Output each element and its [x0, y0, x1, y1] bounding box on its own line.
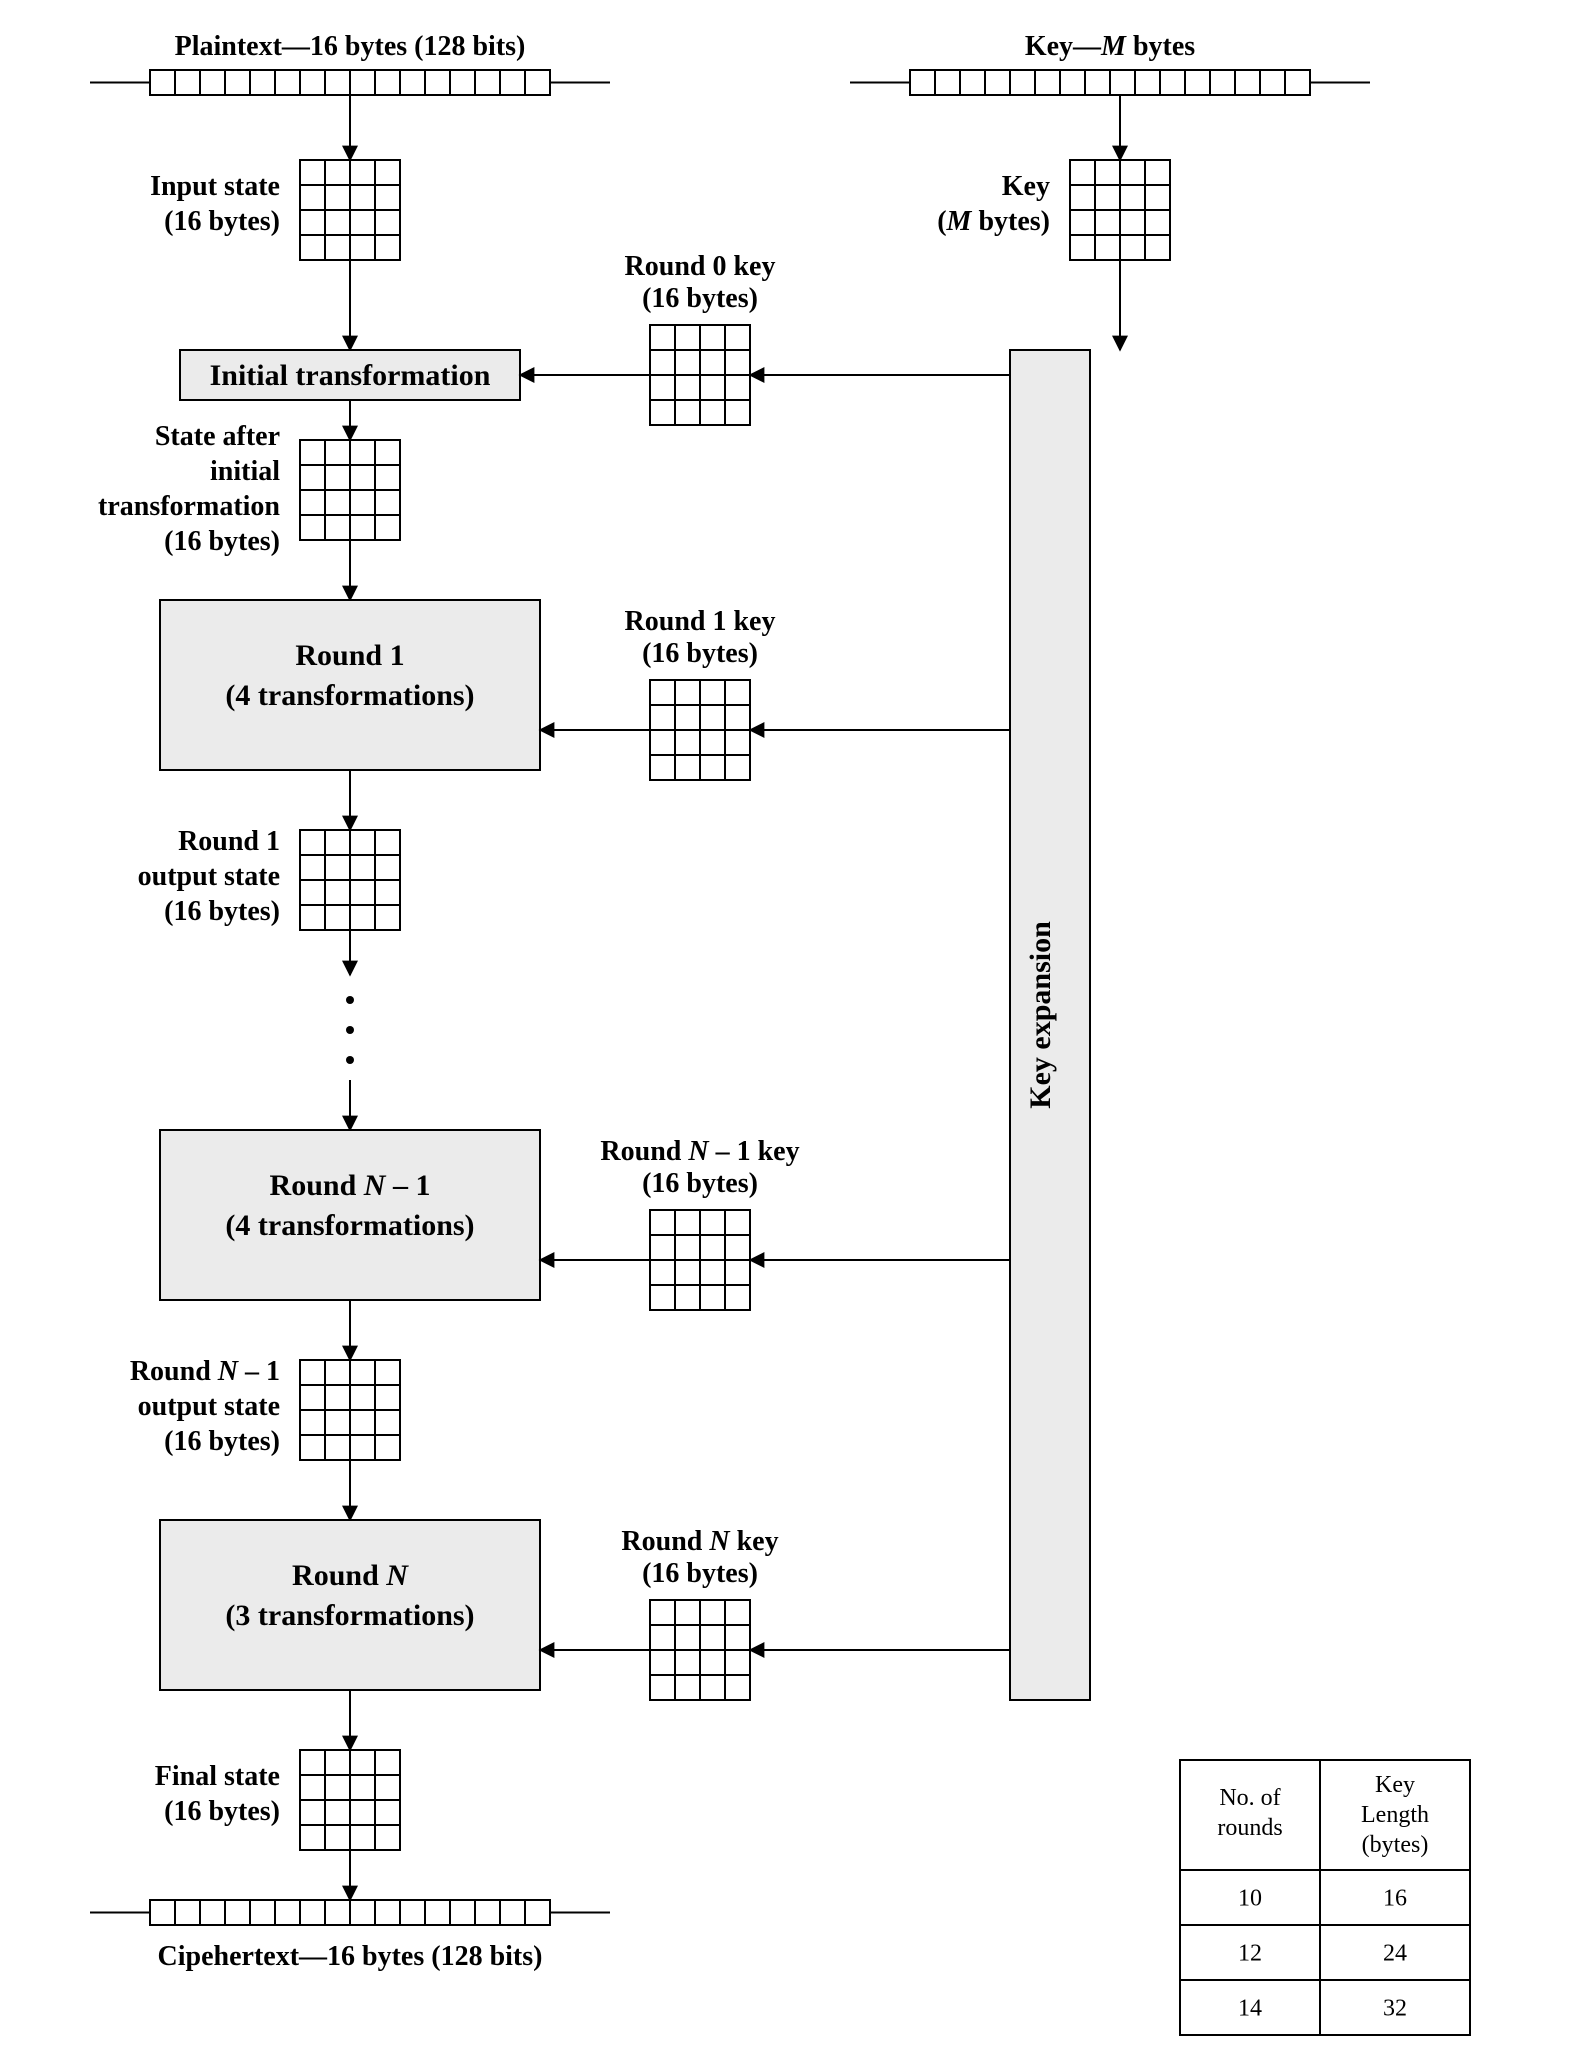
label: (M bytes)	[937, 206, 1050, 237]
label: (3 transformations)	[225, 1599, 474, 1632]
roundNm1-key-grid	[650, 1210, 750, 1310]
label: rounds	[1217, 1815, 1282, 1841]
label: initial	[210, 456, 280, 487]
label: 32	[1383, 1996, 1407, 2022]
label: (16 bytes)	[164, 1426, 280, 1457]
label: Round 0 key	[625, 251, 776, 282]
label: Round N key	[621, 1526, 778, 1557]
key-strip	[910, 70, 1310, 95]
initial-transform-label: Initial transformation	[210, 359, 491, 392]
label: 16	[1383, 1886, 1407, 1912]
roundNm1-output-grid	[300, 1360, 400, 1460]
ciphertext-header: Cipehertext—16 bytes (128 bits)	[158, 1941, 543, 1972]
label: Round N – 1	[130, 1356, 280, 1387]
label: 24	[1383, 1941, 1407, 1967]
input-state-label: Input state	[150, 171, 280, 202]
label: Key	[1002, 171, 1050, 202]
label: No. of	[1219, 1785, 1280, 1811]
label: (4 transformations)	[225, 679, 474, 712]
label: output state	[138, 1391, 280, 1422]
label: output state	[138, 861, 280, 892]
label: (16 bytes)	[642, 1168, 758, 1199]
label: State after	[155, 421, 280, 452]
key-expansion-label: Key expansion	[1024, 921, 1057, 1109]
label: Final state	[155, 1761, 280, 1792]
label: (16 bytes)	[164, 1796, 280, 1827]
ciphertext-strip	[150, 1900, 550, 1925]
label: Round N	[292, 1559, 409, 1592]
label: (16 bytes)	[642, 638, 758, 669]
roundN-key-grid	[650, 1600, 750, 1700]
label: (16 bytes)	[642, 1558, 758, 1589]
input-state-grid	[300, 160, 400, 260]
label: (16 bytes)	[642, 283, 758, 314]
key-grid	[1070, 160, 1170, 260]
final-state-grid	[300, 1750, 400, 1850]
label: Round 1 key	[625, 606, 776, 637]
key-header: Key—M bytes	[1025, 31, 1195, 62]
label: Round N – 1	[270, 1169, 431, 1202]
label: 12	[1238, 1941, 1262, 1967]
round0-key-grid	[650, 325, 750, 425]
label: Length	[1361, 1802, 1429, 1828]
label: Round 1	[295, 639, 404, 672]
label: Round 1	[178, 826, 280, 857]
label: transformation	[98, 491, 280, 522]
label: Round N – 1 key	[600, 1136, 799, 1167]
label: 14	[1238, 1996, 1262, 2022]
round1-output-grid	[300, 830, 400, 930]
label: Key	[1375, 1772, 1415, 1798]
plaintext-strip	[150, 70, 550, 95]
label: (16 bytes)	[164, 206, 280, 237]
label: (16 bytes)	[164, 526, 280, 557]
label: (16 bytes)	[164, 896, 280, 927]
label: 10	[1238, 1886, 1262, 1912]
label: (bytes)	[1362, 1832, 1429, 1858]
state-after-initial-grid	[300, 440, 400, 540]
label: (4 transformations)	[225, 1209, 474, 1242]
plaintext-header: Plaintext—16 bytes (128 bits)	[175, 31, 526, 62]
round1-key-grid	[650, 680, 750, 780]
